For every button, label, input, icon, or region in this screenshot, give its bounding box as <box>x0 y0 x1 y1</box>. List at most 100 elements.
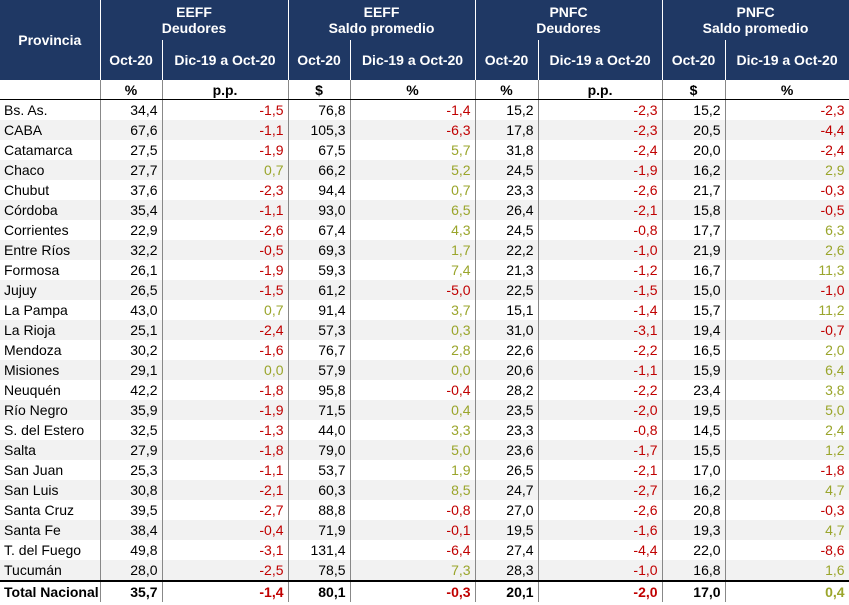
value-cell: -6,3 <box>350 120 476 140</box>
value-cell: 20,5 <box>662 120 726 140</box>
value-cell: -0,4 <box>350 380 476 400</box>
value-cell: 66,2 <box>288 160 351 180</box>
value-cell: 2,8 <box>350 340 476 360</box>
unit-cell: % <box>100 80 163 100</box>
value-cell: -1,9 <box>162 260 289 280</box>
province-name: Córdoba <box>0 200 101 220</box>
value-cell: 28,0 <box>100 560 163 581</box>
table-row: Río Negro 35,9 -1,9 71,5 0,4 23,5 -2,0 19,5 5,0 <box>0 400 849 420</box>
value-cell: 27,9 <box>100 440 163 460</box>
value-cell: -1,9 <box>162 140 289 160</box>
value-cell: 19,3 <box>662 520 726 540</box>
province-name: Bs. As. <box>0 99 101 120</box>
table-row: Bs. As. 34,4 -1,5 76,8 -1,4 15,2 -2,3 15,2 -2,3 <box>0 99 849 120</box>
value-cell: 21,3 <box>475 260 539 280</box>
table-row: Córdoba 35,4 -1,1 93,0 6,5 26,4 -2,1 15,8 -0,5 <box>0 200 849 220</box>
value-cell: 0,7 <box>350 180 476 200</box>
value-cell: 20,1 <box>475 580 539 602</box>
value-cell: -4,4 <box>538 540 663 560</box>
column-header: Oct-20 <box>662 40 726 80</box>
value-cell: 5,2 <box>350 160 476 180</box>
value-cell: 91,4 <box>288 300 351 320</box>
value-cell: 15,1 <box>475 300 539 320</box>
province-name: Santa Fe <box>0 520 101 540</box>
value-cell: 27,0 <box>475 500 539 520</box>
province-name: Formosa <box>0 260 101 280</box>
table-row: S. del Estero 32,5 -1,3 44,0 3,3 23,3 -0,8 14,5… <box>0 420 849 440</box>
value-cell: 3,3 <box>350 420 476 440</box>
value-cell: 60,3 <box>288 480 351 500</box>
value-cell: 17,0 <box>662 580 726 602</box>
value-cell: -1,5 <box>538 280 663 300</box>
value-cell: 69,3 <box>288 240 351 260</box>
value-cell: -5,0 <box>350 280 476 300</box>
province-name: Jujuy <box>0 280 101 300</box>
header-row: Oct-20 Dic-19 a Oct-20 Oct-20 Dic-19 a Oct-… <box>0 40 849 80</box>
province-name: La Rioja <box>0 320 101 340</box>
value-cell: 21,9 <box>662 240 726 260</box>
value-cell: 57,3 <box>288 320 351 340</box>
value-cell: 27,5 <box>100 140 163 160</box>
value-cell: 16,2 <box>662 160 726 180</box>
column-header: Dic-19 a Oct-20 <box>538 40 663 80</box>
value-cell: 29,1 <box>100 360 163 380</box>
value-cell: 26,4 <box>475 200 539 220</box>
value-cell: -0,5 <box>162 240 289 260</box>
table-row: Misiones 29,1 0,0 57,9 0,0 20,6 -1,1 15,9 6,4 <box>0 360 849 380</box>
value-cell: 34,4 <box>100 99 163 120</box>
value-cell: 15,8 <box>662 200 726 220</box>
value-cell: 14,5 <box>662 420 726 440</box>
table-row: San Luis 30,8 -2,1 60,3 8,5 24,7 -2,7 16,2 4,7 <box>0 480 849 500</box>
header-row: Provincia EEFF Deudores EEFF Saldo promedio P… <box>0 0 849 80</box>
province-name: Corrientes <box>0 220 101 240</box>
province-name: Total Nacional <box>0 580 101 602</box>
unit-row: % p.p. $%% p.p. $% <box>0 80 849 100</box>
province-name: San Luis <box>0 480 101 500</box>
unit-cell: $ <box>288 80 351 100</box>
value-cell: -2,5 <box>162 560 289 581</box>
value-cell: -4,4 <box>725 120 849 140</box>
province-name: Salta <box>0 440 101 460</box>
value-cell: -1,0 <box>725 280 849 300</box>
column-header: Dic-19 a Oct-20 <box>162 40 289 80</box>
value-cell: -1,9 <box>162 400 289 420</box>
value-cell: 19,5 <box>475 520 539 540</box>
group-subtitle: Deudores <box>536 20 601 36</box>
value-cell: 1,2 <box>725 440 849 460</box>
table-row: Santa Fe 38,4 -0,4 71,9 -0,1 19,5 -1,6 19,3 4,7 <box>0 520 849 540</box>
value-cell: -2,0 <box>538 580 663 602</box>
value-cell: -3,1 <box>538 320 663 340</box>
value-cell: 93,0 <box>288 200 351 220</box>
value-cell: 8,5 <box>350 480 476 500</box>
value-cell: 22,0 <box>662 540 726 560</box>
value-cell: -2,3 <box>538 120 663 140</box>
province-name: S. del Estero <box>0 420 101 440</box>
value-cell: 1,9 <box>350 460 476 480</box>
value-cell: 30,8 <box>100 480 163 500</box>
province-name: CABA <box>0 120 101 140</box>
value-cell: -2,4 <box>162 320 289 340</box>
table-row: La Rioja 25,1 -2,4 57,3 0,3 31,0 -3,1 19,4 -0,7 <box>0 320 849 340</box>
province-name: Santa Cruz <box>0 500 101 520</box>
value-cell: 28,3 <box>475 560 539 581</box>
value-cell: -2,3 <box>162 180 289 200</box>
value-cell: 7,3 <box>350 560 476 581</box>
value-cell: -2,6 <box>162 220 289 240</box>
value-cell: -1,9 <box>538 160 663 180</box>
value-cell: 4,3 <box>350 220 476 240</box>
value-cell: 105,3 <box>288 120 351 140</box>
group-subtitle: Saldo promedio <box>702 20 809 36</box>
value-cell: 61,2 <box>288 280 351 300</box>
value-cell: 0,0 <box>350 360 476 380</box>
table-row: Neuquén 42,2 -1,8 95,8 -0,4 28,2 -2,2 23,4 3,8 <box>0 380 849 400</box>
value-cell: 71,5 <box>288 400 351 420</box>
value-cell: 2,4 <box>725 420 849 440</box>
value-cell: 23,4 <box>662 380 726 400</box>
unit-cell: % <box>350 80 476 100</box>
value-cell: 23,3 <box>475 420 539 440</box>
column-header: Oct-20 <box>288 40 351 80</box>
value-cell: 17,0 <box>662 460 726 480</box>
value-cell: -2,7 <box>538 480 663 500</box>
value-cell: -0,3 <box>725 180 849 200</box>
